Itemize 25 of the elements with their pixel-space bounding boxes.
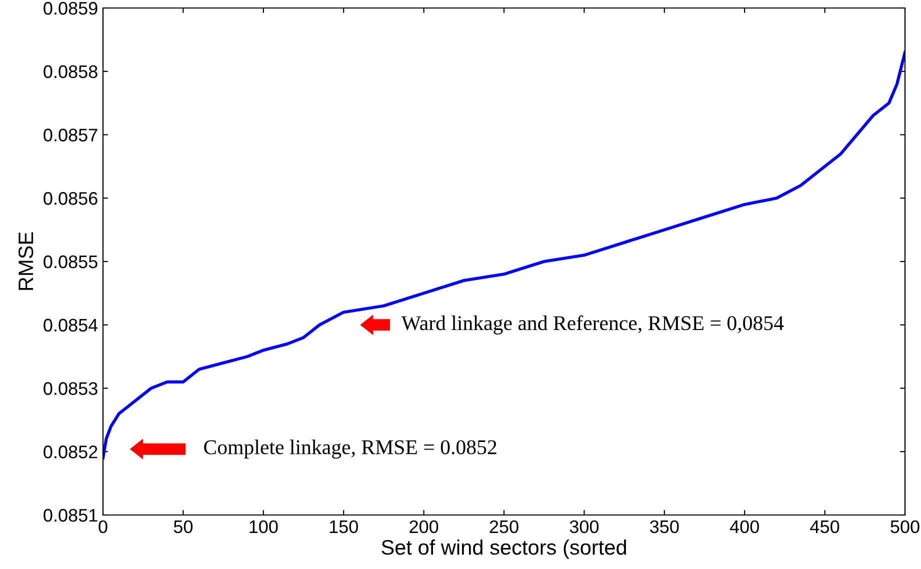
x-tick-label: 350 [650,520,679,534]
y-tick-label: 0.0858 [44,65,98,78]
y-tick-label: 0.0854 [44,318,98,332]
x-tick-label: 0 [98,520,108,534]
y-tick-label: 0.0851 [44,508,98,522]
x-tick-label: 400 [730,520,759,534]
x-tick-label: 500 [890,520,920,534]
y-tick-label: 0.0853 [44,382,98,395]
x-tick-label: 300 [570,520,599,534]
y-axis-title: RMSE [18,232,34,290]
y-tick-label: 0.0852 [44,446,98,458]
x-tick-label: 100 [250,520,278,534]
y-tick-label: 0.0857 [44,128,98,142]
y-tick-label: 0.0856 [44,192,98,205]
x-tick-label: 200 [410,520,438,534]
y-tick-label: 0.0859 [44,2,98,15]
y-tick-label: 0.0855 [44,255,98,268]
x-tick-label: 450 [810,520,840,534]
x-tick-label: 50 [174,520,193,534]
annotation: Ward linkage and Reference, RMSE = 0,0854 [401,315,784,334]
x-axis-title: Set of wind sectors (sorted [382,539,626,559]
annotation: Complete linkage, RMSE = 0.0852 [204,440,496,459]
x-tick-label: 250 [490,520,518,534]
x-tick-label: 150 [330,520,358,534]
line-series [103,50,905,460]
